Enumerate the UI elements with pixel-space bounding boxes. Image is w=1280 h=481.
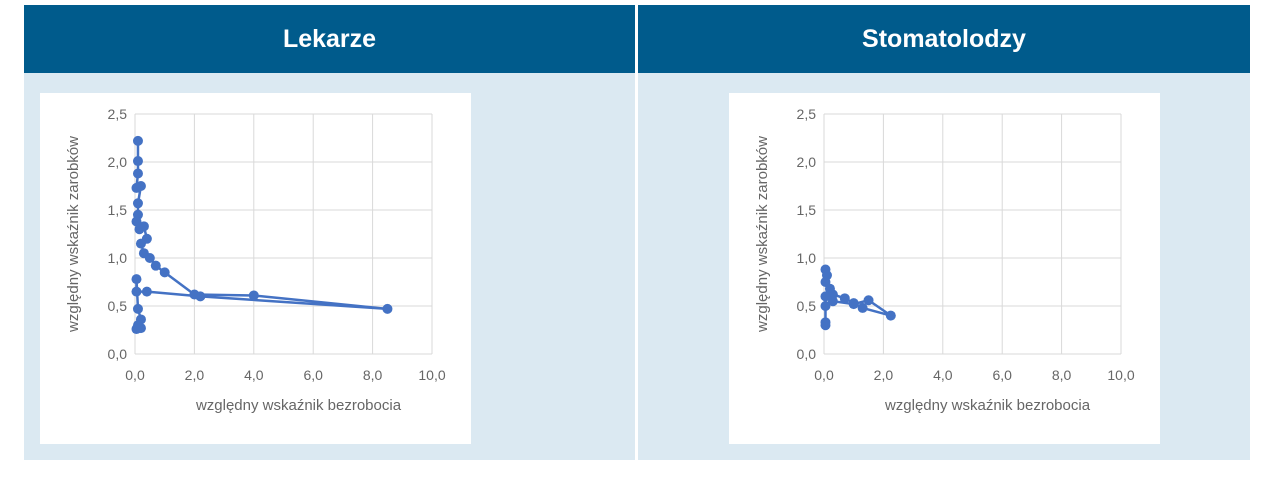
data-point	[132, 135, 143, 146]
data-point	[132, 168, 143, 179]
x-tick-label: 10,0	[1107, 367, 1134, 383]
data-point	[131, 324, 142, 335]
data-point	[135, 181, 146, 191]
x-axis-label: względny wskaźnik bezrobocia	[195, 397, 402, 414]
data-point	[827, 296, 838, 307]
data-point	[131, 274, 142, 285]
x-tick-label: 0,0	[814, 367, 834, 383]
data-point	[195, 291, 206, 302]
series-line	[135, 140, 388, 331]
y-tick-label: 1,0	[108, 250, 128, 266]
y-tick-label: 2,5	[797, 106, 817, 122]
y-tick-label: 1,5	[797, 202, 817, 218]
panel-lekarze: Lekarze 0,0 2,0 4,0 6,0 8,0 10,0 0,0 0,5 1,0 1,5 2…	[24, 5, 635, 460]
chart-stomatolodzy: 0,0 2,0 4,0 6,0 8,0 10,0 0,0 0,5 1,0 1,5 2,0 2,5 wzg…	[729, 93, 1160, 444]
y-tick-label: 1,5	[108, 202, 128, 218]
data-point	[857, 302, 868, 313]
y-tick-label: 0,0	[108, 346, 128, 362]
y-tick-label: 2,0	[797, 154, 817, 170]
data-point	[248, 290, 259, 301]
x-tick-label: 6,0	[992, 367, 1012, 383]
data-point	[132, 303, 143, 314]
data-point	[150, 260, 161, 271]
y-tick-label: 0,0	[797, 346, 817, 362]
y-tick-label: 0,5	[797, 298, 817, 314]
data-point	[138, 221, 149, 232]
data-point	[885, 310, 896, 321]
y-tick-label: 2,0	[108, 154, 128, 170]
x-tick-label: 4,0	[244, 367, 264, 383]
data-point	[131, 216, 142, 227]
y-tick-label: 2,5	[108, 106, 128, 122]
x-tick-label: 10,0	[418, 367, 445, 383]
x-tick-label: 4,0	[933, 367, 953, 383]
y-tick-label: 0,5	[108, 298, 128, 314]
y-axis-label: względny wskaźnik zarobków	[754, 136, 771, 333]
data-point	[839, 293, 850, 304]
x-tick-label: 6,0	[303, 367, 323, 383]
x-tick-label: 0,0	[125, 367, 145, 383]
y-tick-label: 1,0	[797, 250, 817, 266]
data-point	[141, 286, 152, 297]
data-point	[159, 267, 170, 278]
data-point	[820, 301, 831, 311]
x-axis-label: względny wskaźnik bezrobocia	[884, 397, 1091, 414]
data-point	[135, 238, 146, 249]
data-point	[382, 303, 393, 314]
data-point	[131, 286, 142, 297]
data-point	[132, 156, 143, 167]
y-axis-label: względny wskaźnik zarobków	[65, 136, 82, 333]
panel-title: Lekarze	[24, 5, 635, 73]
data-point	[820, 320, 831, 331]
panel-stomatolodzy: Stomatolodzy 0,0 2,0 4,0 6,0 8,0 10,0 0,0 0,5 1,…	[638, 5, 1250, 460]
x-tick-label: 2,0	[874, 367, 894, 383]
x-tick-label: 2,0	[185, 367, 205, 383]
chart-lekarze: 0,0 2,0 4,0 6,0 8,0 10,0 0,0 0,5 1,0 1,5 2,0 2,5 wzg…	[40, 93, 471, 444]
x-tick-label: 8,0	[363, 367, 383, 383]
data-point	[820, 291, 831, 302]
data-point	[863, 295, 874, 306]
x-tick-label: 8,0	[1052, 367, 1072, 383]
data-point	[132, 198, 143, 209]
data-point	[144, 253, 155, 263]
panel-title: Stomatolodzy	[638, 5, 1250, 73]
data-point	[848, 299, 859, 310]
